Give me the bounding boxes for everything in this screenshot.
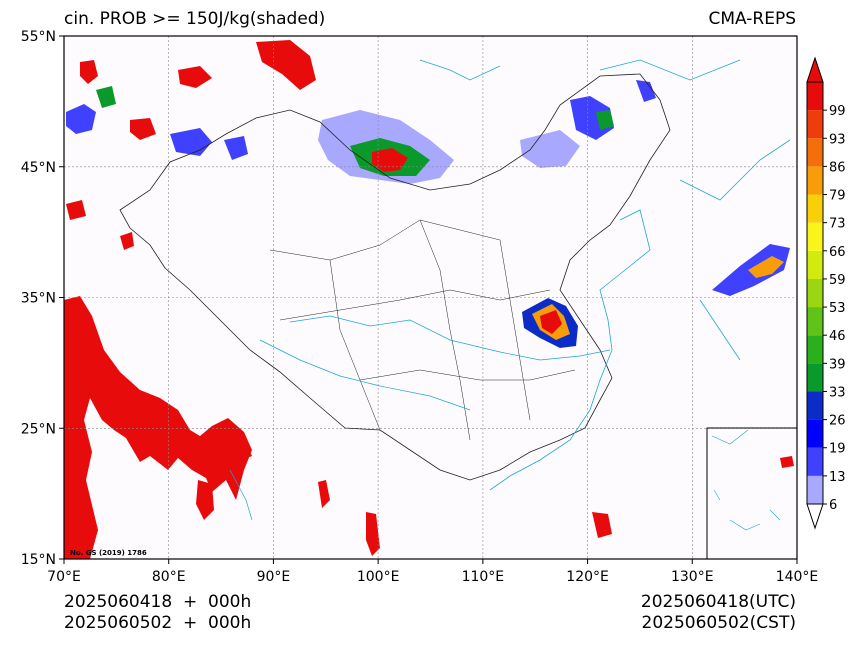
prob-region-northeast-4 — [636, 80, 656, 102]
lat-tick-label: 55°N — [21, 29, 56, 45]
prob-region-northwest-7 — [256, 40, 316, 90]
province-boundaries — [269, 219, 576, 441]
prob-region-south-4 — [592, 512, 612, 538]
colorbar-segment — [807, 475, 823, 504]
colorbar-segment — [807, 166, 823, 195]
colorbar-outline — [806, 81, 824, 505]
lon-tick-label: 70°E — [47, 569, 81, 585]
lon-tick-label: 120°E — [566, 569, 609, 585]
longitude-axis: 70°E 80°E 90°E 100°E 110°E 120°E 130°E 140°E — [47, 559, 818, 585]
colorbar-label: 66 — [829, 245, 846, 260]
colorbar-label: 59 — [829, 273, 846, 288]
prob-region-south-5 — [236, 444, 252, 460]
lon-tick-label: 140°E — [776, 569, 819, 585]
lon-tick-label: 110°E — [462, 569, 505, 585]
colorbar-label: 33 — [829, 385, 846, 400]
latitude-axis: 55°N 45°N 35°N 25°N 15°N — [21, 29, 64, 568]
prob-region-northwest-4 — [130, 118, 156, 140]
lat-tick-label: 45°N — [21, 160, 56, 176]
prob-region-northwest-9 — [224, 136, 248, 160]
colorbar-segment — [807, 194, 823, 223]
colorbar-segment — [807, 391, 823, 420]
forecast-init-line-2: 2025060502 + 000h — [64, 613, 252, 633]
prob-region-northwest-8 — [66, 200, 86, 220]
colorbar-segment — [807, 250, 823, 279]
valid-time-utc: 2025060418(UTC) — [640, 592, 796, 612]
colorbar-segment — [807, 447, 823, 476]
lat-tick-label: 25°N — [21, 421, 56, 437]
colorbar-label: 26 — [829, 414, 846, 429]
coastline — [489, 139, 791, 491]
prob-region-northwest-6 — [178, 66, 212, 88]
colorbar-label: 93 — [829, 132, 846, 147]
colorbar-label: 39 — [829, 357, 846, 372]
colorbar-label: 19 — [829, 442, 846, 457]
prob-region-northeast-2 — [596, 110, 614, 130]
colorbar-label: 53 — [829, 301, 846, 316]
colorbar-label: 73 — [829, 217, 846, 232]
forecast-init-line-1: 2025060418 + 000h — [64, 592, 252, 612]
prob-region-south-2 — [318, 480, 330, 508]
colorbar-label: 99 — [829, 104, 846, 119]
prob-region-north-peak — [372, 148, 408, 172]
prob-region-south-1 — [196, 480, 214, 520]
colorbar-segment — [807, 278, 823, 308]
colorbar-label: 79 — [829, 189, 846, 204]
colorbar-segment — [807, 138, 823, 167]
colorbar-segment — [807, 222, 823, 251]
lat-tick-label: 35°N — [21, 291, 56, 307]
colorbar-segment — [807, 307, 823, 336]
lon-tick-label: 90°E — [257, 569, 291, 585]
valid-time-cst: 2025060502(CST) — [641, 613, 796, 633]
model-name: CMA-REPS — [708, 9, 796, 29]
lon-tick-label: 80°E — [152, 569, 186, 585]
shaded-field — [64, 36, 797, 559]
graticule — [64, 36, 797, 559]
map-credit: No. GS (2019) 1786 — [70, 549, 147, 557]
inset-shaded — [780, 456, 794, 468]
colorbar-label: 46 — [829, 329, 846, 344]
prob-region-japan-sea-core — [748, 256, 784, 278]
prob-region-southwest-2 — [150, 412, 176, 448]
prob-region-northwest-1 — [66, 104, 96, 134]
colorbar-segment — [807, 363, 823, 392]
colorbar-extend-min — [806, 503, 824, 530]
inset-coast — [711, 429, 781, 531]
map-background — [64, 36, 797, 559]
prob-region-northwest-10 — [120, 232, 134, 250]
colorbar-label: 86 — [829, 160, 846, 175]
colorbar-extend-max — [806, 56, 824, 83]
river-lines — [229, 59, 741, 521]
colorbar-segment — [807, 419, 823, 448]
prob-region-south-3 — [366, 512, 380, 556]
colorbar: 6 13 19 26 33 39 46 53 59 66 73 79 86 93 99 — [806, 56, 846, 530]
prob-region-northwest-3 — [96, 86, 116, 108]
country-boundary — [119, 73, 671, 481]
prob-region-northwest-2 — [80, 60, 98, 84]
lat-tick-label: 15°N — [21, 552, 56, 568]
map-title: cin. PROB >= 150J/kg(shaded) — [64, 9, 326, 29]
colorbar-segment — [807, 110, 823, 139]
lon-tick-label: 130°E — [671, 569, 714, 585]
lon-tick-label: 100°E — [357, 569, 400, 585]
colorbar-segment — [807, 82, 823, 111]
prob-region-central-east-peak — [540, 310, 562, 334]
colorbar-segment — [807, 335, 823, 364]
colorbar-label: 6 — [829, 498, 837, 513]
colorbar-label: 13 — [829, 470, 846, 485]
prob-region-northeast-3 — [520, 130, 580, 168]
